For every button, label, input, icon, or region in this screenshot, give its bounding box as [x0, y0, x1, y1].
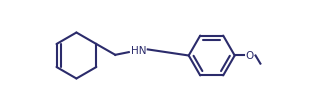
- Text: O: O: [245, 51, 254, 60]
- Text: HN: HN: [130, 46, 146, 56]
